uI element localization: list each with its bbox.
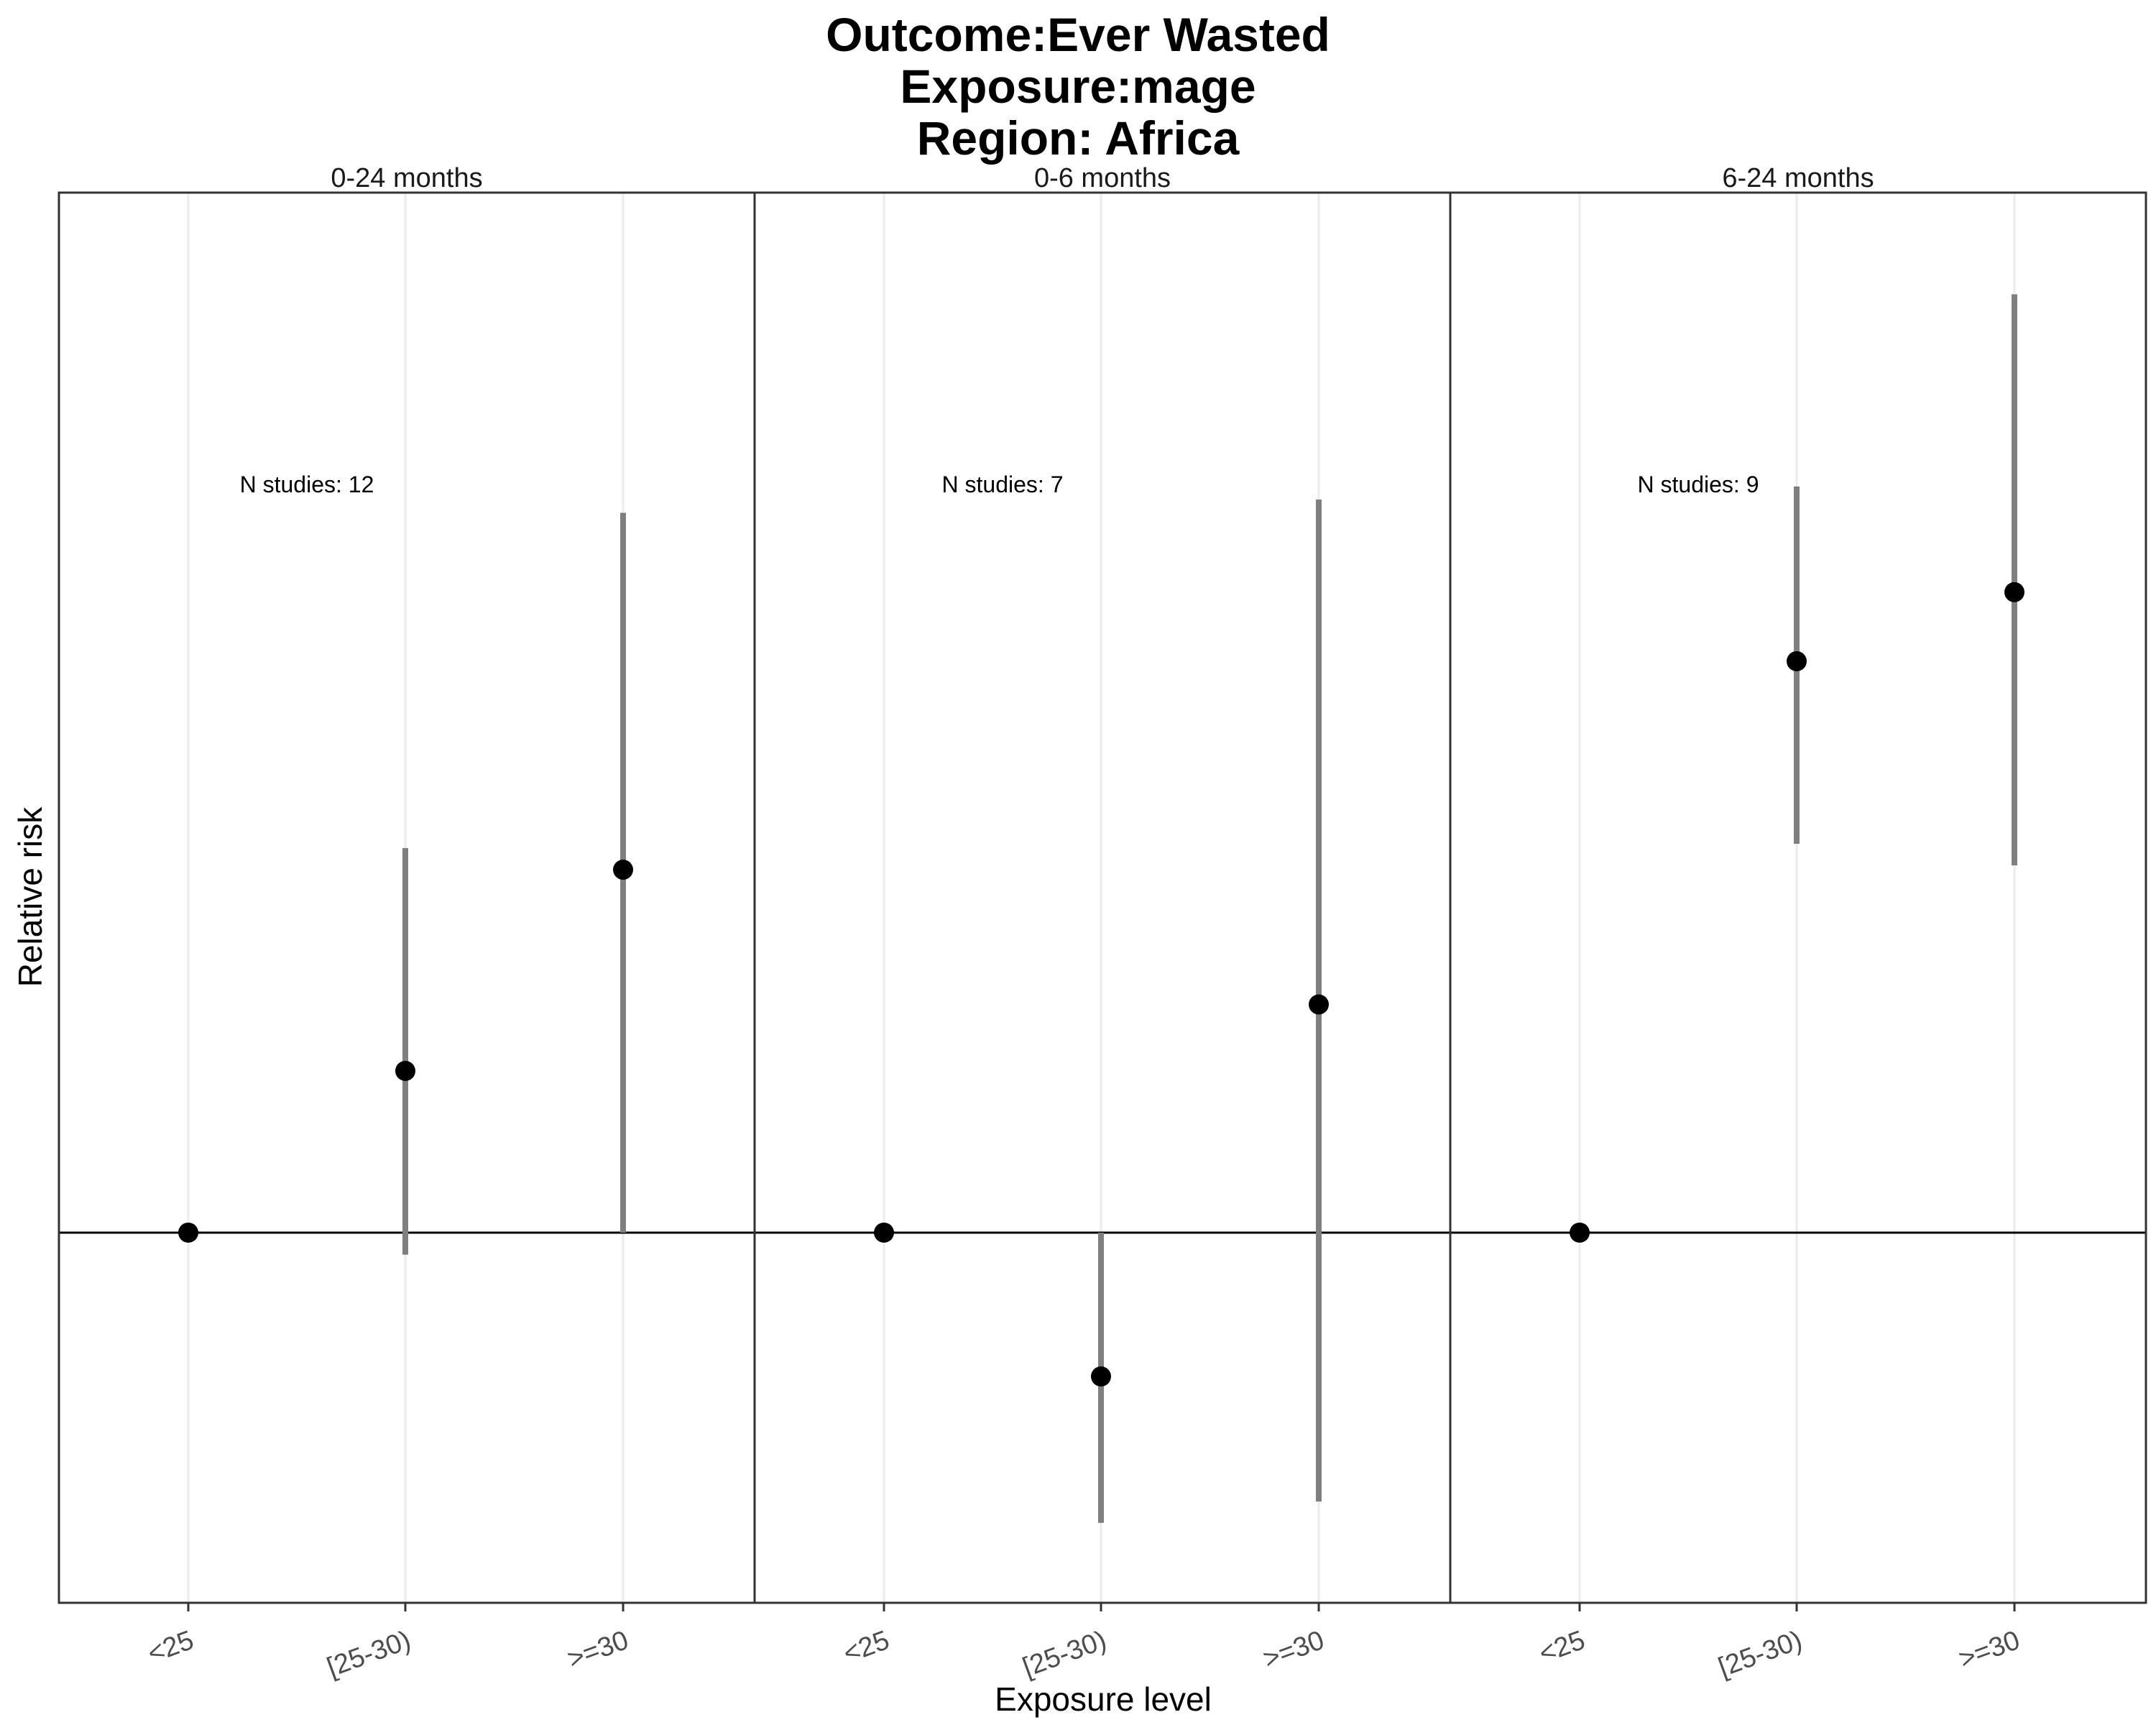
x-tick-label: <25 xyxy=(1535,1625,1589,1670)
n-studies-annotation: N studies: 12 xyxy=(240,472,374,497)
x-tick-label: <25 xyxy=(144,1625,198,1670)
data-point xyxy=(178,1222,198,1243)
x-tick-label: [25-30) xyxy=(1019,1625,1111,1683)
data-point xyxy=(2004,581,2024,602)
x-tick-label: >=30 xyxy=(1955,1625,2024,1675)
data-point xyxy=(1091,1366,1111,1387)
panel-border xyxy=(1449,191,2147,1604)
data-point xyxy=(1787,650,1807,671)
y-axis-label: Relative risk xyxy=(11,806,49,988)
n-studies-annotation: N studies: 9 xyxy=(1638,472,1759,497)
panel-1: 0-24 months N studies: 12 <25 [25-30) >=30 xyxy=(57,163,756,1683)
n-studies-annotation: N studies: 7 xyxy=(942,472,1064,497)
data-point xyxy=(1570,1222,1590,1243)
panel-strip-label: 0-6 months xyxy=(1034,163,1171,193)
x-tick-label: [25-30) xyxy=(323,1625,415,1683)
x-tick-label: <25 xyxy=(839,1625,893,1670)
x-tick-label: [25-30) xyxy=(1715,1625,1807,1683)
panel-2: 0-6 months N studies: 7 <25 [25-30) >=30 xyxy=(753,163,1452,1683)
x-tick-label: >=30 xyxy=(563,1625,632,1675)
title-line-exposure: Exposure:mage xyxy=(900,60,1256,113)
data-point xyxy=(1309,994,1329,1015)
panel-3: 6-24 months N studies: 9 <25 [25-30) >=30 xyxy=(1449,163,2147,1683)
data-point xyxy=(613,860,633,880)
x-tick-label: >=30 xyxy=(1259,1625,1328,1675)
chart-title: Outcome:Ever Wasted Exposure:mage Region… xyxy=(0,9,2156,164)
panel-strip-label: 6-24 months xyxy=(1722,163,1874,193)
title-line-outcome: Outcome:Ever Wasted xyxy=(826,8,1330,61)
data-point xyxy=(395,1060,415,1081)
data-point xyxy=(874,1222,894,1243)
title-line-region: Region: Africa xyxy=(916,111,1240,165)
x-axis-label: Exposure level xyxy=(995,1680,1212,1718)
panel-strip-label: 0-24 months xyxy=(331,163,482,193)
